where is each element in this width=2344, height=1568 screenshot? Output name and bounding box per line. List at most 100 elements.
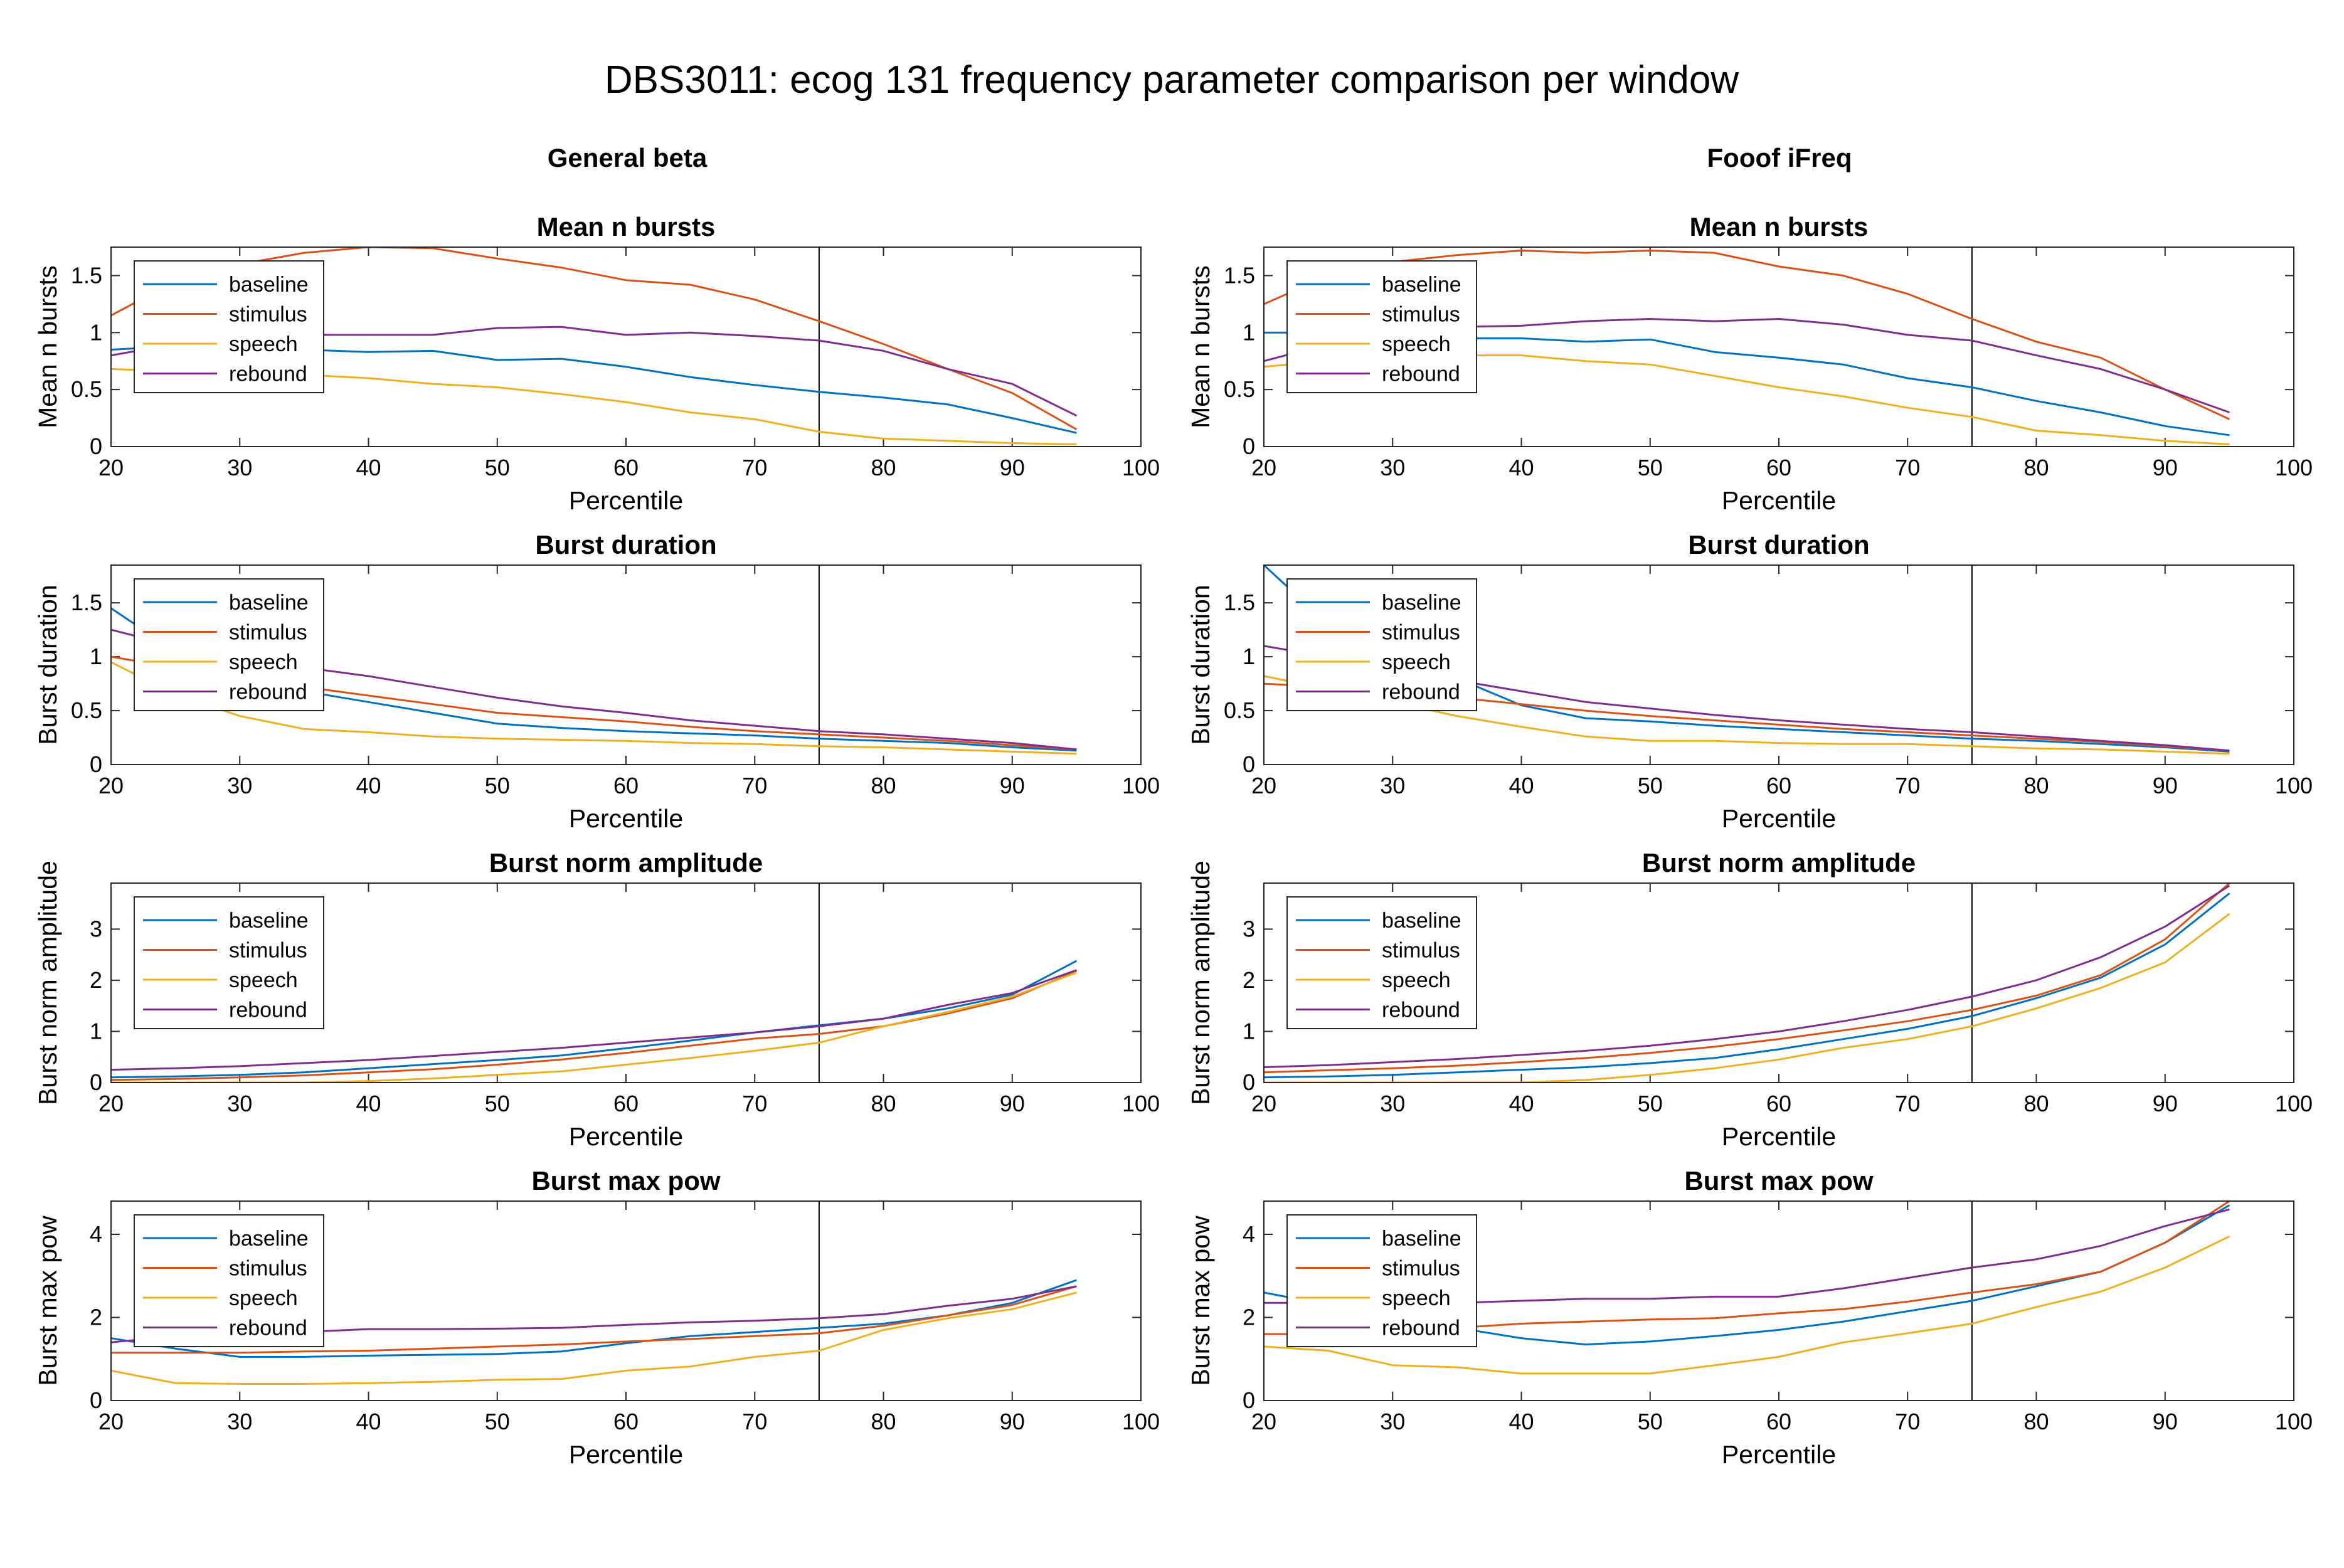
x-tick-label: 40	[356, 773, 381, 798]
x-tick-label: 100	[2275, 455, 2313, 480]
legend-label-stimulus: stimulus	[229, 1257, 307, 1281]
x-tick-label: 100	[2275, 773, 2313, 798]
y-tick-label: 0.5	[71, 697, 102, 723]
subplot-ff-burst-norm-amplitude: 20 30 40 50 60 70 80 90 100 0 1 2 3 Burst norm amplit…	[1186, 848, 2313, 1151]
subplot-title: Mean n bursts	[537, 212, 716, 241]
subplot-title: Burst duration	[535, 530, 716, 559]
x-tick-label: 90	[1000, 455, 1025, 480]
legend-label-rebound: rebound	[229, 1316, 307, 1340]
x-axis-label: Percentile	[569, 1122, 683, 1151]
subplot-gb-burst-norm-amplitude: 20 30 40 50 60 70 80 90 100 0 1 2 3 Burst norm amplit…	[33, 848, 1160, 1151]
y-tick-label: 4	[1243, 1221, 1255, 1247]
x-tick-label: 80	[2023, 455, 2049, 480]
x-tick-label: 70	[1895, 1091, 1920, 1116]
legend-label-baseline: baseline	[1382, 273, 1461, 297]
subplot-title: Burst max pow	[1684, 1166, 1873, 1195]
subplot-ff-mean-n-bursts: 20 30 40 50 60 70 80 90 100 0 0.5 1 1.5 Mean n bursts…	[1186, 212, 2313, 515]
x-tick-label: 80	[2023, 1091, 2049, 1116]
x-tick-label: 30	[1380, 773, 1405, 798]
series-line-baseline	[1264, 893, 2230, 1079]
series-line-stimulus	[1264, 883, 2230, 1074]
axes-box	[110, 882, 1142, 1083]
x-tick-label: 100	[1122, 1091, 1160, 1116]
y-tick-label: 3	[1243, 916, 1255, 941]
legend-label-speech: speech	[229, 650, 298, 674]
column-title-fooof-ifreq: Fooof iFreq	[1707, 143, 1852, 172]
legend-label-rebound: rebound	[1382, 1316, 1460, 1340]
x-tick-label: 20	[98, 1091, 124, 1116]
axes-box	[1263, 1200, 2294, 1401]
subplot-title: Burst norm amplitude	[489, 848, 763, 877]
x-tick-label: 30	[227, 1091, 252, 1116]
x-tick-label: 80	[2023, 1409, 2049, 1434]
x-tick-label: 100	[1122, 1409, 1160, 1434]
x-tick-label: 20	[1251, 1409, 1276, 1434]
x-tick-label: 100	[2275, 1091, 2313, 1116]
x-tick-label: 90	[1000, 773, 1025, 798]
y-tick-label: 2	[90, 1305, 102, 1330]
x-tick-label: 40	[1509, 1091, 1534, 1116]
legend: baseline stimulus speech rebound	[134, 896, 324, 1029]
legend: baseline stimulus speech rebound	[1286, 896, 1477, 1029]
x-axis-label: Percentile	[569, 804, 683, 833]
x-tick-label: 90	[1000, 1409, 1025, 1434]
y-tick-label: 0.5	[71, 376, 102, 402]
legend-label-speech: speech	[1382, 650, 1451, 674]
x-tick-label: 60	[1766, 455, 1791, 480]
y-tick-label: 1	[90, 1018, 102, 1044]
y-tick-label: 2	[1243, 967, 1255, 993]
y-axis-label: Mean n bursts	[1186, 265, 1215, 428]
axes-box	[110, 246, 1142, 447]
y-tick-label: 2	[90, 967, 102, 993]
y-tick-label: 2	[1243, 1305, 1255, 1330]
series-line-speech	[111, 661, 1077, 755]
figure-title: DBS3011: ecog 131 frequency parameter co…	[605, 58, 1739, 102]
legend-label-stimulus: stimulus	[1382, 621, 1460, 645]
x-tick-label: 80	[871, 1409, 896, 1434]
y-tick-label: 0	[90, 751, 102, 777]
series-line-stimulus	[111, 247, 1078, 431]
series-line-speech	[111, 1291, 1077, 1385]
subplot-ff-burst-duration: 20 30 40 50 60 70 80 90 100 0 0.5 1 1.5 Burst duratio…	[1186, 530, 2313, 833]
x-tick-label: 70	[1895, 455, 1920, 480]
legend: baseline stimulus speech rebound	[1286, 1214, 1477, 1347]
x-tick-label: 40	[1509, 1409, 1534, 1434]
legend-label-speech: speech	[229, 332, 298, 356]
series-line-baseline	[111, 960, 1078, 1079]
y-tick-label: 0	[90, 1069, 102, 1095]
axes-box	[1263, 882, 2294, 1083]
x-tick-label: 60	[1766, 1091, 1791, 1116]
legend-label-baseline: baseline	[229, 591, 309, 615]
x-tick-label: 40	[1509, 773, 1534, 798]
legend-label-stimulus: stimulus	[229, 621, 307, 645]
x-tick-label: 70	[1895, 1409, 1920, 1434]
legend-box	[1286, 896, 1477, 1029]
legend: baseline stimulus speech rebound	[1286, 260, 1477, 393]
legend-box	[1286, 1214, 1477, 1347]
subplot-gb-burst-max-pow: 20 30 40 50 60 70 80 90 100 0 2 4 Burst max pow Perce…	[33, 1166, 1160, 1469]
x-tick-label: 50	[485, 773, 510, 798]
x-tick-label: 40	[356, 455, 381, 480]
y-tick-label: 1.5	[71, 590, 102, 615]
legend-label-baseline: baseline	[1382, 1227, 1461, 1251]
subplot-title: Burst duration	[1688, 530, 1869, 559]
legend-label-speech: speech	[1382, 1286, 1451, 1310]
legend-label-speech: speech	[229, 968, 298, 992]
x-tick-label: 60	[613, 773, 639, 798]
legend-box	[1286, 578, 1477, 711]
subplot-title: Burst max pow	[531, 1166, 720, 1195]
legend: baseline stimulus speech rebound	[134, 1214, 324, 1347]
subplot-title: Mean n bursts	[1690, 212, 1869, 241]
x-axis-label: Percentile	[569, 1440, 683, 1469]
y-tick-label: 4	[90, 1221, 102, 1247]
x-tick-label: 40	[356, 1409, 381, 1434]
y-axis-label: Burst max pow	[33, 1216, 62, 1386]
series-lines	[111, 960, 1078, 1083]
y-tick-label: 1.5	[1224, 262, 1255, 288]
x-tick-label: 70	[742, 1409, 767, 1434]
y-tick-label: 1	[1243, 644, 1255, 669]
x-axis-label: Percentile	[1722, 1122, 1836, 1151]
x-tick-label: 20	[98, 773, 124, 798]
legend-label-rebound: rebound	[1382, 681, 1460, 704]
